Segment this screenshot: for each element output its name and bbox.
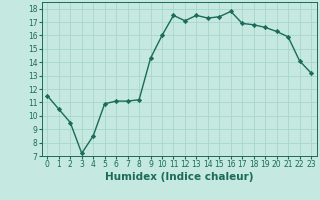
X-axis label: Humidex (Indice chaleur): Humidex (Indice chaleur) bbox=[105, 172, 253, 182]
